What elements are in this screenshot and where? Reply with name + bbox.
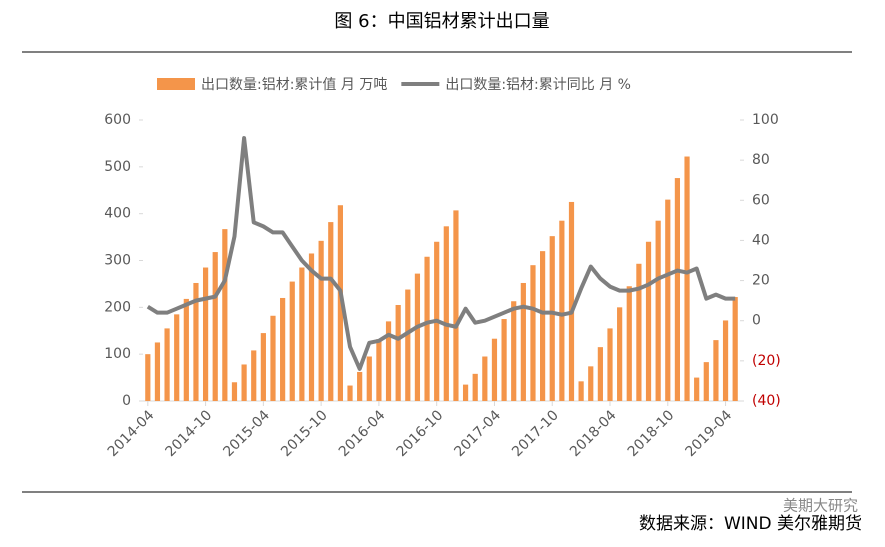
x-tick-label: 2018-10 bbox=[625, 407, 678, 460]
bar bbox=[462, 384, 469, 401]
bar bbox=[491, 338, 498, 401]
bar bbox=[193, 282, 199, 401]
x-tick-label: 2018-04 bbox=[567, 407, 620, 460]
bar bbox=[183, 298, 189, 401]
y-tick-label: 300 bbox=[104, 253, 131, 269]
bar bbox=[655, 220, 661, 401]
y2-tick-label: 0 bbox=[752, 313, 761, 329]
bar bbox=[145, 354, 151, 401]
bar bbox=[694, 377, 700, 401]
bar bbox=[674, 178, 681, 401]
legend-label: 出口数量:铝材:累计值 月 万吨 bbox=[201, 77, 387, 93]
y2-tick-label: 80 bbox=[752, 152, 770, 168]
bar bbox=[222, 229, 228, 401]
bar bbox=[414, 273, 421, 401]
bar bbox=[251, 350, 257, 401]
x-tick-label: 2019-04 bbox=[683, 407, 736, 460]
bar bbox=[722, 320, 729, 401]
bar bbox=[328, 222, 334, 401]
bar bbox=[703, 362, 709, 401]
bar bbox=[549, 236, 555, 401]
y-tick-label: 500 bbox=[104, 159, 131, 175]
bar bbox=[684, 156, 690, 401]
bar bbox=[299, 267, 305, 401]
bar bbox=[530, 265, 536, 401]
bar bbox=[318, 240, 324, 401]
bar bbox=[212, 252, 218, 401]
y-tick-label: 200 bbox=[104, 299, 131, 315]
y-tick-label: 600 bbox=[104, 112, 131, 128]
bar bbox=[424, 256, 430, 401]
bar bbox=[636, 263, 642, 401]
bar bbox=[588, 366, 594, 401]
x-tick-label: 2016-04 bbox=[336, 407, 389, 460]
bar bbox=[626, 286, 632, 401]
bar bbox=[308, 253, 315, 401]
bar bbox=[357, 371, 363, 401]
bar bbox=[154, 342, 161, 401]
bar bbox=[376, 339, 382, 401]
source: 数据来源：WIND 美尔雅期货 bbox=[639, 514, 862, 534]
x-tick-label: 2015-10 bbox=[278, 407, 331, 460]
bar bbox=[453, 210, 459, 401]
bar bbox=[241, 364, 247, 401]
bar bbox=[568, 201, 575, 401]
bar bbox=[174, 314, 180, 401]
bar bbox=[164, 328, 170, 401]
bar bbox=[385, 321, 392, 401]
y2-tick-label: (20) bbox=[752, 353, 781, 369]
bar bbox=[520, 282, 526, 401]
bar bbox=[366, 356, 372, 401]
y2-tick-label: 20 bbox=[752, 273, 770, 289]
x-tick-label: 2017-04 bbox=[451, 407, 504, 460]
bar bbox=[472, 373, 478, 401]
bar bbox=[713, 340, 719, 401]
bar bbox=[289, 281, 295, 401]
x-tick-label: 2016-10 bbox=[394, 407, 447, 460]
bar bbox=[607, 328, 613, 401]
y2-tick-label: 60 bbox=[752, 192, 770, 208]
y-tick-label: 0 bbox=[122, 393, 131, 409]
line bbox=[146, 136, 736, 371]
chart-title: 图 6：中国铝材累计出口量 bbox=[334, 11, 549, 32]
bar bbox=[511, 301, 517, 401]
bar bbox=[617, 307, 623, 401]
bar bbox=[443, 226, 449, 401]
x-tick-label: 2015-04 bbox=[220, 407, 273, 460]
bar bbox=[202, 267, 209, 401]
bar bbox=[260, 333, 266, 401]
watermark: 美期大研究 bbox=[783, 497, 858, 515]
x-tick-label: 2017-10 bbox=[509, 407, 562, 460]
y2-tick-label: 100 bbox=[752, 112, 779, 128]
bar bbox=[270, 315, 276, 401]
bar bbox=[482, 356, 488, 401]
y2-tick-label: 40 bbox=[752, 232, 770, 248]
legend-label: 出口数量:铝材:累计同比 月 % bbox=[445, 77, 631, 93]
y2-tick-label: (40) bbox=[752, 393, 781, 409]
y-tick-label: 100 bbox=[104, 346, 131, 362]
bar bbox=[540, 251, 546, 401]
bar bbox=[501, 319, 507, 401]
bar bbox=[347, 385, 353, 401]
bar bbox=[395, 304, 401, 401]
bar bbox=[597, 347, 603, 401]
y-tick-label: 400 bbox=[104, 206, 131, 222]
x-tick-label: 2014-10 bbox=[163, 407, 216, 460]
bar bbox=[645, 241, 652, 401]
bar bbox=[405, 289, 411, 401]
bar bbox=[732, 297, 738, 401]
legend-swatch bbox=[157, 78, 195, 90]
bar bbox=[559, 220, 565, 401]
bar bbox=[578, 381, 584, 401]
bar bbox=[337, 205, 343, 401]
bar bbox=[665, 199, 671, 401]
x-tick-label: 2014-04 bbox=[105, 407, 158, 460]
bar bbox=[280, 297, 286, 401]
bar bbox=[231, 382, 238, 401]
